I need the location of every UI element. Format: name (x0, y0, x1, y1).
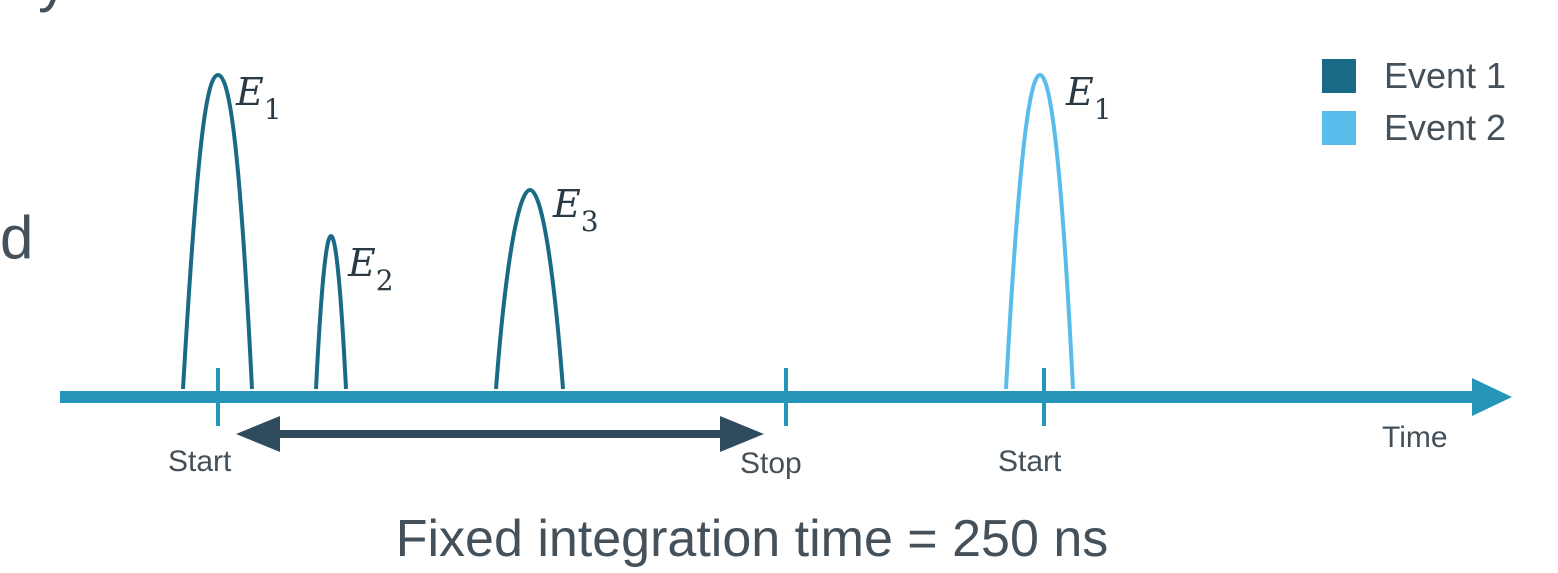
legend: Event 1 Event 2 (1322, 50, 1506, 154)
legend-label-event-1: Event 1 (1384, 55, 1507, 96)
partial-left-fragment: d (0, 204, 33, 271)
axis-label-time: Time (1382, 421, 1448, 454)
pulse-label-e2: E2 (347, 241, 394, 297)
pulse-e2-event1 (314, 233, 348, 390)
pulse-e1-event1 (181, 72, 254, 390)
integration-span-left-head (236, 416, 280, 452)
pulse-label-e2-symbol: E (347, 241, 376, 285)
pulse-label-e3-symbol: E (552, 182, 581, 226)
pulse-label-e3: E3 (552, 182, 599, 238)
legend-item-event-2: Event 2 (1322, 102, 1506, 154)
tick-label-stop: Stop (740, 447, 802, 480)
pulse-label-e2-subscript: 2 (376, 264, 394, 297)
pulse-label-e1-event2: E1 (1065, 70, 1112, 126)
legend-swatch-event-2 (1322, 111, 1356, 145)
partial-title-fragment: y (38, 0, 68, 13)
pulse-label-e1b-symbol: E (1065, 70, 1094, 114)
integration-time-caption: Fixed integration time = 250 ns (396, 510, 1109, 568)
legend-item-event-1: Event 1 (1322, 50, 1506, 102)
legend-swatch-event-1 (1322, 59, 1356, 93)
tick-label-start-1: Start (168, 445, 232, 478)
pulse-label-e1-event1: E1 (235, 70, 282, 126)
tick-label-start-2: Start (998, 445, 1062, 478)
legend-label-event-2: Event 2 (1384, 107, 1507, 148)
pulse-e3-event1 (494, 187, 565, 390)
pulse-label-e1b-subscript: 1 (1094, 93, 1112, 126)
pulse-label-e1-symbol: E (235, 70, 264, 114)
time-axis-arrowhead (1472, 378, 1512, 416)
pulse-label-e3-subscript: 3 (581, 205, 599, 238)
pulse-label-e1-subscript: 1 (264, 93, 282, 126)
integration-span-right-head (720, 416, 764, 452)
pulse-e1-event2 (1004, 72, 1075, 390)
